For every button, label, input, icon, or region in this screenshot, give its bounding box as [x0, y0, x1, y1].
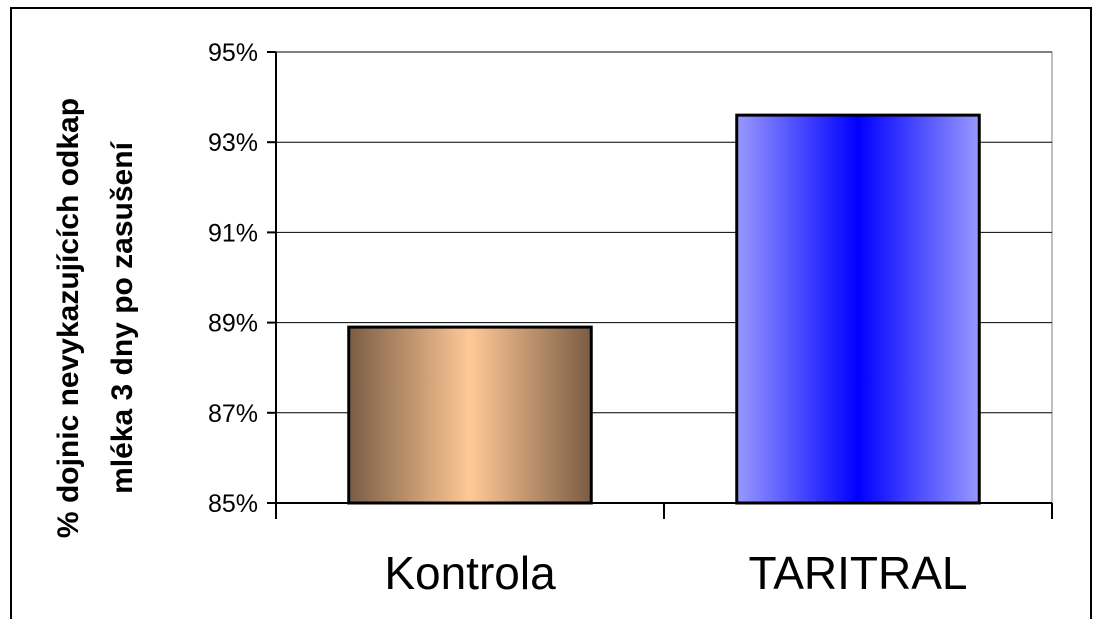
x-category-labels: Kontrola TARITRAL: [384, 547, 967, 599]
axes: [267, 51, 1053, 519]
bars: [347, 113, 981, 505]
chart-frame: [10, 7, 1092, 619]
x-category-label: Kontrola: [384, 547, 556, 599]
bar-taritral: [735, 113, 981, 505]
bar-kontrola: [347, 325, 593, 505]
y-tick-label: 89%: [208, 310, 258, 338]
y-tick-label: 85%: [208, 490, 258, 518]
y-tick-label: 93%: [208, 129, 258, 157]
y-tick-label: 91%: [208, 219, 258, 247]
y-axis-label: % dojnic nevykazujících odkap mléka 3 dn…: [52, 98, 139, 538]
y-tick-label: 87%: [208, 400, 258, 428]
y-axis-label-line-1: % dojnic nevykazujících odkap: [52, 98, 85, 538]
x-category-label: TARITRAL: [749, 547, 968, 599]
y-tick-labels: 85% 87% 89% 91% 93% 95%: [208, 39, 258, 518]
y-axis-label-line-2: mléka 3 dny po zasušení: [106, 140, 139, 493]
y-tick-label: 95%: [208, 39, 258, 67]
